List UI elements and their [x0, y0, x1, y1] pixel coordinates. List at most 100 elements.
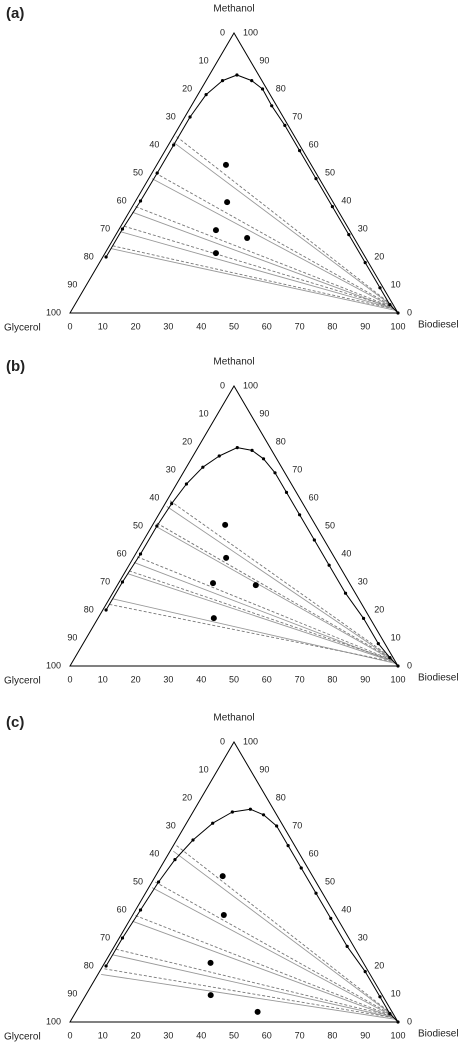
bottom-tick-label: 60	[262, 674, 272, 684]
right-tick-label: 100	[243, 736, 258, 746]
experimental-tie-line	[112, 954, 394, 1019]
binodal-point	[396, 664, 400, 668]
right-vertex-label: Biodiesel	[418, 320, 459, 331]
binodal-point	[376, 642, 380, 646]
feed-point	[244, 234, 251, 241]
triangle-frame	[69, 385, 399, 667]
bottom-tick-label: 0	[67, 321, 72, 331]
right-tick-label: 70	[292, 111, 302, 121]
binodal-point	[172, 143, 176, 147]
experimental-tie-line	[110, 248, 395, 311]
binodal-point	[314, 891, 318, 895]
right-tick-label: 30	[358, 223, 368, 233]
right-tick-label: 0	[407, 307, 412, 317]
bottom-tick-label: 60	[262, 1030, 272, 1040]
right-tick-label: 20	[374, 604, 384, 614]
right-vertex-label: Biodiesel	[418, 1029, 459, 1040]
bottom-tick-label: 70	[295, 1030, 305, 1040]
calculated-tie-line	[176, 845, 392, 1014]
feed-point	[224, 199, 231, 206]
right-tick-label: 50	[325, 520, 335, 530]
calculated-tie-line	[123, 225, 394, 308]
binodal-point	[299, 866, 303, 870]
experimental-tie-line	[112, 598, 395, 664]
right-tick-label: 90	[259, 55, 269, 65]
binodal-point	[260, 87, 265, 91]
calculated-tie-line	[155, 172, 393, 307]
bottom-tick-label: 80	[327, 1030, 337, 1040]
experimental-tie-line	[133, 561, 395, 663]
binodal-point	[327, 563, 331, 567]
binodal-point	[138, 908, 143, 912]
left-vertex-label: Glycerol	[4, 676, 41, 687]
experimental-tie-line	[101, 973, 395, 1020]
binodal-point	[250, 79, 254, 83]
left-tick-label: 50	[133, 520, 143, 530]
calculated-tie-line	[135, 915, 394, 1017]
feed-point	[252, 582, 259, 589]
right-tick-label: 10	[391, 279, 401, 289]
left-tick-label: 20	[182, 436, 192, 446]
right-tick-label: 100	[243, 380, 258, 390]
left-tick-label: 50	[133, 167, 143, 177]
left-tick-label: 0	[220, 27, 225, 37]
right-tick-label: 50	[325, 167, 335, 177]
binodal-point	[204, 93, 208, 97]
binodal-point	[201, 465, 205, 469]
top-vertex-label: Methanol	[213, 4, 254, 15]
bottom-tick-label: 80	[327, 674, 337, 684]
left-tick-label: 80	[84, 960, 94, 970]
binodal-point	[329, 916, 333, 921]
right-tick-label: 80	[276, 792, 286, 802]
binodal-point	[120, 936, 125, 940]
bottom-tick-label: 30	[163, 321, 173, 331]
feed-point	[210, 580, 217, 587]
bottom-tick-label: 90	[360, 321, 370, 331]
binodal-point	[275, 824, 279, 828]
bottom-tick-label: 40	[196, 321, 206, 331]
left-vertex-label: Glycerol	[4, 323, 41, 334]
bottom-tick-label: 10	[98, 1030, 108, 1040]
left-tick-label: 40	[149, 848, 159, 858]
calculated-tie-line	[112, 245, 394, 310]
bottom-tick-label: 100	[390, 321, 405, 331]
left-tick-label: 60	[117, 548, 127, 558]
binodal-point	[388, 656, 392, 660]
left-tick-label: 90	[67, 988, 77, 998]
feed-point	[207, 959, 214, 966]
right-tick-label: 100	[243, 27, 258, 37]
binodal-point	[188, 115, 192, 119]
experimental-tie-line	[173, 850, 393, 1016]
bottom-tick-label: 30	[163, 674, 173, 684]
bottom-tick-label: 80	[327, 321, 337, 331]
left-tick-label: 100	[46, 660, 61, 670]
binodal-point	[104, 964, 108, 968]
bottom-tick-label: 10	[98, 674, 108, 684]
feed-point	[212, 250, 219, 257]
right-tick-label: 10	[391, 988, 401, 998]
binodal-point	[261, 813, 266, 817]
binodal-point	[191, 838, 195, 842]
right-tick-label: 80	[276, 83, 286, 93]
binodal-point	[120, 227, 125, 231]
feed-point	[223, 554, 230, 561]
binodal-point	[235, 446, 239, 450]
right-tick-label: 40	[341, 548, 351, 558]
left-tick-label: 0	[220, 736, 225, 746]
calculated-tie-line	[135, 206, 394, 308]
experimental-tie-line	[173, 141, 393, 307]
binodal-point	[314, 177, 318, 181]
feed-point	[220, 912, 227, 919]
binodal-point	[286, 844, 290, 848]
binodal-point	[155, 171, 159, 175]
bottom-tick-label: 0	[67, 674, 72, 684]
binodal-point	[217, 454, 221, 458]
binodal-point	[104, 608, 108, 612]
calculated-tie-line	[137, 556, 394, 661]
binodal-point	[378, 995, 382, 999]
bottom-tick-label: 90	[360, 1030, 370, 1040]
right-tick-label: 20	[374, 960, 384, 970]
top-vertex-label: Methanol	[213, 357, 254, 368]
binodal-point	[211, 821, 215, 825]
experimental-tie-line	[127, 573, 395, 663]
